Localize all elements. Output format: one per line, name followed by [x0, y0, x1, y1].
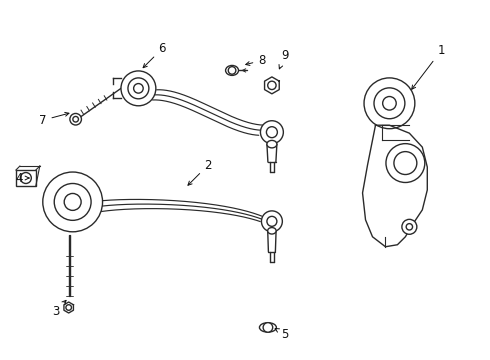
- Circle shape: [70, 113, 81, 125]
- Circle shape: [267, 216, 277, 226]
- Text: 7: 7: [39, 112, 69, 127]
- Circle shape: [386, 144, 425, 183]
- Text: 4: 4: [15, 171, 29, 185]
- Circle shape: [128, 78, 149, 99]
- Text: 5: 5: [275, 328, 289, 341]
- Text: 9: 9: [279, 49, 289, 69]
- Circle shape: [134, 84, 143, 93]
- Circle shape: [383, 96, 396, 110]
- Polygon shape: [363, 125, 427, 247]
- Polygon shape: [64, 302, 74, 313]
- Circle shape: [263, 323, 273, 332]
- Bar: [16, 170, 36, 186]
- Text: 1: 1: [412, 44, 445, 89]
- Circle shape: [54, 184, 91, 220]
- Text: 3: 3: [52, 300, 66, 318]
- Text: 2: 2: [188, 158, 212, 185]
- Circle shape: [374, 88, 405, 119]
- Circle shape: [73, 116, 78, 122]
- Circle shape: [394, 152, 417, 175]
- Circle shape: [402, 219, 417, 234]
- Circle shape: [66, 305, 72, 310]
- Circle shape: [364, 78, 415, 129]
- Circle shape: [43, 172, 102, 232]
- Circle shape: [406, 224, 413, 230]
- Polygon shape: [265, 77, 279, 94]
- Circle shape: [267, 127, 277, 138]
- Circle shape: [64, 193, 81, 210]
- Text: 6: 6: [143, 42, 166, 68]
- Ellipse shape: [268, 228, 276, 234]
- Ellipse shape: [267, 140, 277, 148]
- Circle shape: [228, 67, 236, 74]
- Text: 8: 8: [246, 54, 266, 67]
- Circle shape: [261, 121, 283, 144]
- Circle shape: [262, 211, 282, 232]
- Ellipse shape: [259, 323, 276, 332]
- Circle shape: [268, 81, 276, 90]
- Ellipse shape: [225, 66, 239, 75]
- Circle shape: [121, 71, 156, 106]
- Circle shape: [21, 172, 31, 184]
